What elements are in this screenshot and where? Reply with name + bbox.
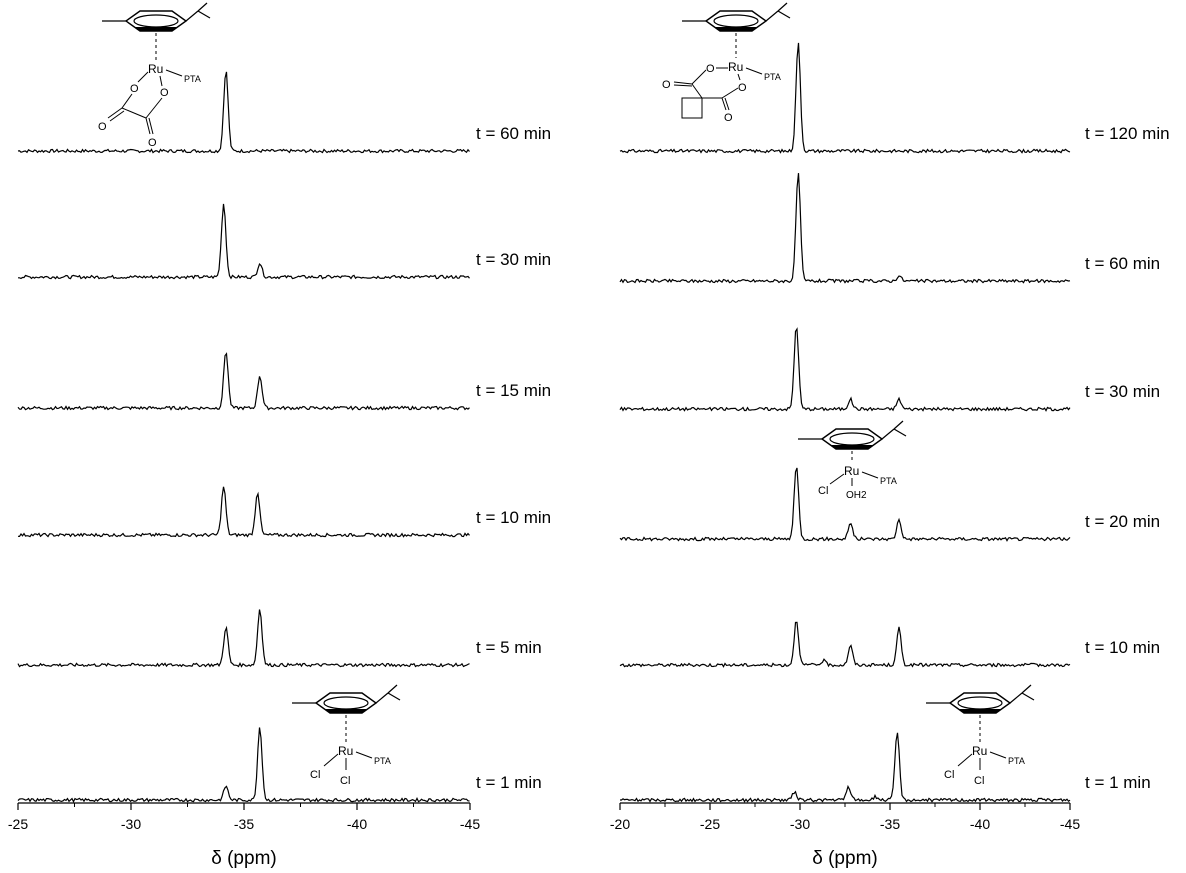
right-x-tick-label: -45 <box>1060 816 1080 832</box>
right-x-axis-label: δ (ppm) <box>812 848 877 869</box>
left-spectrum-trace <box>17 352 470 411</box>
left-x-ticks: -25 -30 -35 -40 -45 <box>8 803 480 832</box>
svg-text:Ru: Ru <box>844 464 859 478</box>
right-time-label: t = 30 min <box>1085 382 1160 401</box>
left-time-label: t = 60 min <box>476 124 551 143</box>
svg-text:Ru: Ru <box>148 62 163 76</box>
right-spectrum-trace <box>619 467 1071 542</box>
svg-text:O: O <box>662 79 671 91</box>
svg-text:Cl: Cl <box>818 485 828 497</box>
svg-text:O: O <box>130 83 139 95</box>
svg-text:O: O <box>98 121 107 133</box>
right-x-ticks: -20 -25 -30 -35 -40 -45 <box>610 803 1080 832</box>
left-time-label: t = 15 min <box>476 381 551 400</box>
left-top-structure: Ru PTA O O O O <box>98 2 211 149</box>
svg-text:PTA: PTA <box>374 756 391 766</box>
left-time-label: t = 5 min <box>476 638 542 657</box>
right-bottom-structure: Ru PTA Cl Cl <box>926 684 1035 787</box>
svg-text:PTA: PTA <box>764 72 781 82</box>
left-spectrum-trace <box>17 609 470 668</box>
left-x-tick-label: -35 <box>234 816 254 832</box>
left-x-tick-label: -40 <box>347 816 367 832</box>
svg-text:Cl: Cl <box>944 769 954 781</box>
right-x-tick-label: -40 <box>970 816 990 832</box>
svg-text:Cl: Cl <box>340 775 350 787</box>
right-spectrum-trace <box>619 327 1071 412</box>
svg-text:Ru: Ru <box>338 744 353 758</box>
right-panel: t = 120 min t = 60 min t = 30 min t = 20 mi… <box>610 2 1170 869</box>
svg-text:PTA: PTA <box>1008 756 1025 766</box>
left-panel: t = 60 min t = 30 min t = 15 min t = 10 min… <box>8 2 551 869</box>
right-x-tick-label: -20 <box>610 816 630 832</box>
left-spectra <box>17 71 470 803</box>
right-spectrum-trace <box>619 621 1071 668</box>
left-x-tick-label: -45 <box>460 816 480 832</box>
svg-text:Ru: Ru <box>972 744 987 758</box>
svg-text:Cl: Cl <box>974 775 984 787</box>
right-time-label: t = 1 min <box>1085 773 1151 792</box>
right-time-label: t = 20 min <box>1085 512 1160 531</box>
left-time-labels: t = 60 min t = 30 min t = 15 min t = 10 min… <box>476 124 551 792</box>
right-time-label: t = 10 min <box>1085 638 1160 657</box>
svg-text:PTA: PTA <box>880 476 897 486</box>
right-x-tick-label: -35 <box>880 816 900 832</box>
left-time-label: t = 10 min <box>476 508 551 527</box>
left-spectrum-trace <box>17 71 470 154</box>
right-time-label: t = 60 min <box>1085 254 1160 273</box>
svg-text:O: O <box>738 82 747 94</box>
left-x-tick-label: -30 <box>121 816 141 832</box>
svg-text:O: O <box>706 63 715 75</box>
right-x-tick-label: -25 <box>700 816 720 832</box>
svg-text:O: O <box>148 137 157 149</box>
left-spectrum-trace <box>17 486 470 538</box>
left-spectrum-trace <box>17 727 470 803</box>
left-time-label: t = 30 min <box>476 250 551 269</box>
left-x-tick-label: -25 <box>8 816 28 832</box>
right-time-labels: t = 120 min t = 60 min t = 30 min t = 20 mi… <box>1085 124 1170 792</box>
left-x-axis-label: δ (ppm) <box>211 848 276 869</box>
svg-text:O: O <box>724 112 733 124</box>
right-spectrum-trace <box>619 173 1071 284</box>
right-x-tick-label: -30 <box>790 816 810 832</box>
svg-text:Ru: Ru <box>728 60 743 74</box>
right-spectrum-trace <box>619 42 1071 154</box>
left-bottom-structure: Ru PTA Cl Cl <box>292 684 401 787</box>
svg-text:PTA: PTA <box>184 74 201 84</box>
right-top-structure: Ru PTA O O O O <box>662 2 791 124</box>
right-spectrum-trace <box>620 732 1071 803</box>
left-time-label: t = 1 min <box>476 773 542 792</box>
svg-text:Cl: Cl <box>310 769 320 781</box>
svg-text:O: O <box>160 87 169 99</box>
left-spectrum-trace <box>18 203 470 280</box>
right-spectra <box>619 42 1071 803</box>
svg-text:OH2: OH2 <box>846 490 867 501</box>
right-middle-structure: Ru PTA Cl OH2 <box>798 420 907 501</box>
right-time-label: t = 120 min <box>1085 124 1170 143</box>
